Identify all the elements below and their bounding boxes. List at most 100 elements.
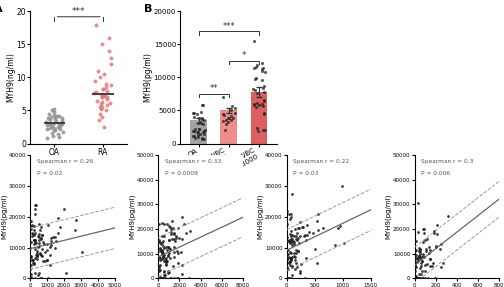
Point <box>219 94 227 99</box>
Point <box>219 119 227 123</box>
Point <box>158 276 166 281</box>
Point <box>160 234 168 238</box>
Point <box>284 276 292 281</box>
Point <box>161 261 169 266</box>
Point <box>102 108 110 113</box>
Point <box>28 258 36 262</box>
Point <box>37 276 45 280</box>
Point <box>174 276 182 281</box>
Point <box>37 253 45 257</box>
Point <box>195 127 203 131</box>
Point <box>107 55 115 60</box>
Point <box>31 240 39 244</box>
Point <box>419 227 427 232</box>
Point <box>44 222 52 227</box>
Point <box>291 255 299 259</box>
Point <box>27 219 35 224</box>
Point <box>190 129 198 133</box>
Point <box>102 85 110 90</box>
Point <box>156 255 164 260</box>
Text: P = 0.02: P = 0.02 <box>37 171 62 176</box>
Point <box>428 260 436 265</box>
Point <box>336 224 344 228</box>
Point <box>164 271 172 275</box>
Point <box>27 272 35 276</box>
Point <box>51 235 59 239</box>
Point <box>225 116 233 120</box>
Point <box>45 253 53 257</box>
Point <box>417 276 425 281</box>
Point <box>425 250 433 255</box>
Point <box>260 104 268 108</box>
Point <box>29 237 37 242</box>
Point <box>31 211 39 216</box>
Point <box>37 276 45 281</box>
Point <box>291 267 299 272</box>
Point <box>166 255 174 260</box>
Point <box>416 265 424 270</box>
Point <box>91 79 99 83</box>
Point <box>42 257 50 262</box>
Point <box>287 276 295 281</box>
Point <box>103 96 111 101</box>
Point <box>227 107 235 112</box>
Y-axis label: MYH9(pg/ml): MYH9(pg/ml) <box>257 194 264 239</box>
Point <box>98 95 106 100</box>
Point <box>313 261 322 265</box>
Point <box>189 129 197 133</box>
Point <box>423 237 431 241</box>
Point <box>28 234 36 238</box>
Point <box>286 255 294 260</box>
Point <box>412 239 420 244</box>
Point <box>162 258 170 263</box>
Point <box>413 276 421 281</box>
Point <box>92 22 100 27</box>
Point <box>103 94 111 99</box>
Point <box>253 126 261 131</box>
Point <box>46 263 54 267</box>
Point <box>288 254 296 259</box>
Point <box>295 220 303 224</box>
Point <box>289 239 297 243</box>
Point <box>99 87 107 92</box>
Point <box>297 262 305 266</box>
Point <box>426 257 434 261</box>
Point <box>199 130 207 134</box>
Point <box>31 202 39 207</box>
Point <box>419 276 427 281</box>
Point <box>258 68 266 73</box>
Point <box>36 251 44 256</box>
Point <box>432 223 440 227</box>
Point <box>413 257 421 262</box>
Point <box>165 251 173 255</box>
Point <box>414 276 422 281</box>
Point <box>105 49 113 53</box>
Point <box>303 223 311 227</box>
Point <box>197 131 205 136</box>
Text: Spearman r = 0.22: Spearman r = 0.22 <box>293 159 349 164</box>
Point <box>34 233 42 238</box>
Point <box>103 103 111 108</box>
Point <box>27 276 35 281</box>
Point <box>175 236 183 241</box>
Point <box>57 121 66 126</box>
Point <box>411 256 419 261</box>
Point <box>260 128 268 133</box>
Point <box>51 128 59 133</box>
Point <box>159 255 167 259</box>
Point <box>158 257 166 261</box>
Point <box>287 237 295 241</box>
Point <box>161 257 169 261</box>
Point <box>159 239 167 243</box>
Point <box>291 258 299 263</box>
Point <box>156 240 164 245</box>
Point <box>286 232 294 237</box>
Point <box>417 263 425 268</box>
Point <box>300 233 308 238</box>
Point <box>167 232 175 236</box>
Point <box>38 233 46 237</box>
Y-axis label: MYH9(pg/ml): MYH9(pg/ml) <box>143 53 152 102</box>
Point <box>418 259 426 263</box>
Point <box>155 264 163 268</box>
Point <box>295 241 303 245</box>
